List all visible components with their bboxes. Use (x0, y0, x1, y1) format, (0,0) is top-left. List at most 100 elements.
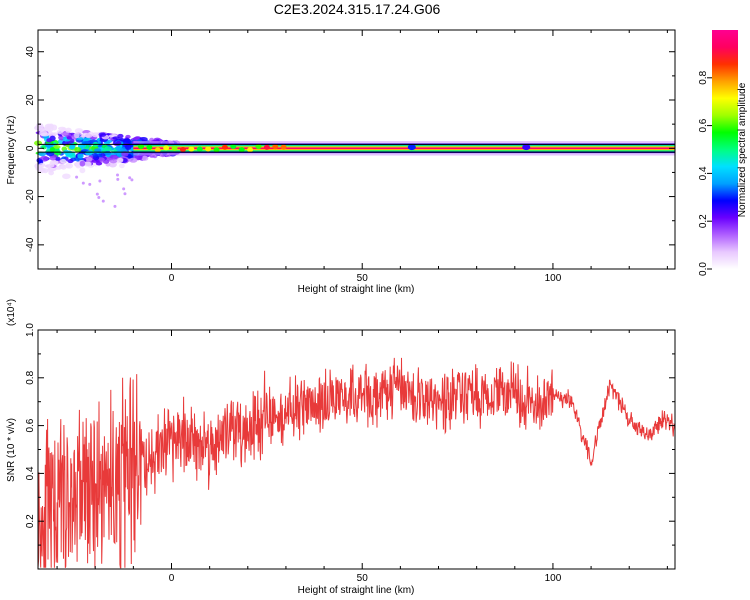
heatmap-cell (75, 175, 79, 179)
colorbar-tick-label: 0.8 (698, 70, 709, 84)
heatmap-cell (112, 136, 120, 140)
snr-scale-label: (x10⁴) (6, 299, 17, 326)
heatmap-cell (263, 144, 270, 150)
heatmap-cell (116, 173, 120, 177)
heatmap-cell (64, 150, 73, 157)
heatmap-cell (522, 144, 531, 151)
heatmap-cell (98, 179, 102, 183)
heatmap-cell (68, 145, 76, 150)
heatmap-cell (280, 144, 287, 150)
heatmap-cell (49, 146, 55, 153)
heatmap-cell (188, 146, 195, 152)
x-tick-label: 100 (545, 573, 562, 584)
heatmap-cell (74, 147, 82, 153)
y-tick-label: 0.2 (25, 514, 36, 528)
heatmap-cell (35, 123, 44, 130)
heatmap-cell (124, 144, 132, 150)
heatmap-cell (60, 132, 69, 136)
heatmap-cell (39, 130, 48, 136)
colorbar-tick-label: 0.4 (698, 166, 709, 180)
heatmap-cell (38, 163, 46, 168)
snr-series-line (37, 357, 676, 569)
heatmap-cell (81, 181, 85, 185)
heatmap-cell (128, 176, 132, 180)
heatmap-cell (88, 182, 92, 186)
heatmap-cell (119, 163, 125, 169)
snr-xlabel: Height of straight line (km) (298, 585, 415, 596)
snr-panel: 0 50 100 0.2 0.4 0.6 0.8 1.0 Height of straight… (6, 299, 676, 596)
heatmap-cell (101, 199, 105, 203)
x-tick-label: 50 (357, 573, 369, 584)
spectrogram-ylabel: Frequency (Hz) (6, 116, 17, 185)
heatmap-cell (205, 146, 212, 152)
heatmap-cell (230, 143, 237, 149)
heatmap-cell (86, 156, 93, 162)
colorbar-label: Normalized spectral amplitude (737, 82, 748, 217)
heatmap-cell (73, 162, 82, 167)
x-tick-label: 100 (545, 273, 562, 284)
y-tick-label: 40 (25, 46, 36, 58)
heatmap-cell (65, 163, 71, 169)
heatmap-cell (115, 145, 121, 151)
snr-axes: 0 50 100 0.2 0.4 0.6 0.8 1.0 (25, 323, 676, 584)
heatmap-cell (115, 140, 122, 146)
heatmap-cell (83, 161, 92, 167)
y-tick-label: -40 (25, 237, 36, 252)
heatmap-cell (146, 144, 153, 150)
y-tick-label: 0.6 (25, 418, 36, 432)
heatmap-cell (81, 140, 90, 145)
x-tick-label: 0 (169, 573, 175, 584)
heatmap-cell (141, 155, 149, 161)
spectrogram-axes: 0 50 100 -40 -20 0 20 40 (25, 29, 676, 284)
heatmap-cell (67, 159, 74, 164)
heatmap-cell (62, 173, 71, 180)
heatmap-cell (65, 127, 72, 133)
spectrogram-panel: 0 50 100 -40 -20 0 20 40 Height of straight lin… (6, 29, 676, 295)
heatmap-cell (255, 144, 262, 150)
colorbar-tick-label: 0.0 (698, 262, 709, 276)
heatmap-cell (98, 132, 107, 137)
heatmap-cell (46, 151, 55, 157)
heatmap-cell (66, 136, 72, 140)
heatmap-cell (54, 156, 61, 161)
heatmap-cell (116, 177, 120, 181)
heatmap-cell (129, 157, 138, 163)
heatmap-cell (38, 151, 47, 157)
heatmap-cell (163, 145, 170, 151)
heatmap-cell (93, 148, 102, 153)
heatmap-cell (95, 161, 103, 166)
heatmap-cell (130, 178, 134, 182)
y-tick-label: 0.8 (25, 370, 36, 384)
heatmap-cell (247, 147, 254, 153)
heatmap-cell (60, 158, 67, 164)
colorbar-ticks: 0.0 0.2 0.4 0.6 0.8 (698, 70, 712, 276)
heatmap-cell (48, 163, 55, 168)
heatmap-cell (108, 161, 117, 168)
x-tick-label: 0 (169, 273, 175, 284)
heatmap-cell (407, 144, 416, 151)
heatmap-cell (95, 192, 99, 196)
heatmap-cell (92, 152, 98, 158)
heatmap-cell (48, 123, 54, 130)
y-tick-label: 20 (25, 94, 36, 106)
heatmap-cell (53, 145, 61, 149)
spectrogram-xlabel: Height of straight line (km) (298, 284, 415, 295)
chart-title: C2E3.2024.315.17.24.G06 (274, 1, 441, 17)
heatmap-cell (213, 147, 220, 153)
snr-ylabel: SNR (10 * v/v) (6, 418, 17, 482)
heatmap-cell (46, 138, 53, 143)
heatmap-cell (272, 144, 279, 150)
y-tick-label: 0.4 (25, 466, 36, 480)
heatmap-cell (196, 146, 203, 152)
heatmap-cell (57, 126, 67, 131)
heatmap-cell (133, 147, 676, 150)
heatmap-cell (97, 195, 101, 199)
heatmap-cell (79, 167, 86, 174)
heatmap-cell (37, 167, 46, 174)
colorbar: 0.0 0.2 0.4 0.6 0.8 Normalized spectral ampl… (698, 30, 748, 276)
heatmap-cell (77, 153, 84, 159)
heatmap-cell (49, 156, 57, 161)
heatmap-cell (104, 150, 112, 156)
y-tick-label: 1.0 (25, 323, 36, 337)
